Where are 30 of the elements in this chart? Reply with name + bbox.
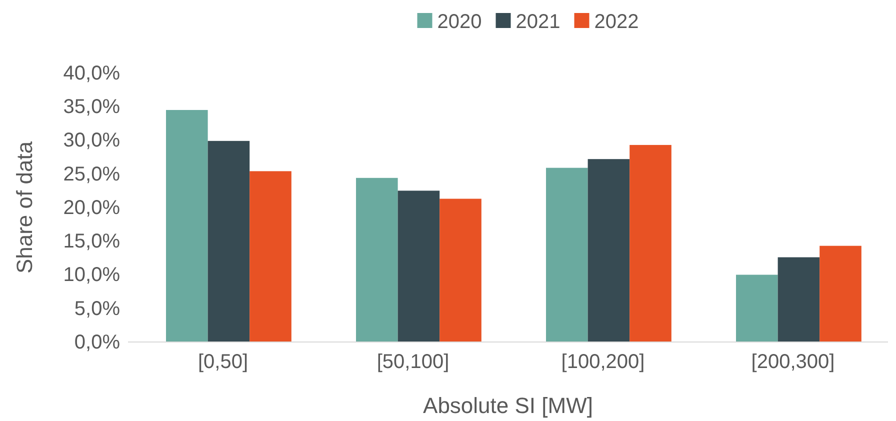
- legend-label: 2020: [437, 11, 482, 33]
- legend-label: 2021: [516, 11, 560, 33]
- y-tick-label: 30,0%: [63, 130, 120, 152]
- bar: [588, 159, 630, 342]
- y-tick-label: 35,0%: [63, 96, 120, 118]
- y-tick-label: 25,0%: [63, 163, 120, 186]
- y-tick-label: 40,0%: [63, 62, 120, 84]
- y-tick-label: 0,0%: [74, 331, 120, 354]
- bar: [356, 178, 398, 342]
- y-tick-label: 5,0%: [74, 298, 120, 320]
- legend-label: 2022: [594, 11, 639, 33]
- bar: [736, 274, 778, 342]
- bar: [440, 198, 482, 342]
- y-tick-label: 10,0%: [63, 264, 120, 286]
- bar: [546, 168, 588, 342]
- bar: [398, 190, 440, 342]
- y-tick-label: 20,0%: [63, 196, 120, 219]
- bar: [250, 171, 292, 342]
- bar: [208, 140, 250, 342]
- y-axis-title: Share of data: [12, 140, 37, 274]
- x-tick-label: [0,50]: [198, 351, 248, 374]
- bar: [630, 144, 672, 342]
- bar: [778, 257, 820, 342]
- x-axis-title: Absolute SI [MW]: [423, 393, 593, 418]
- x-tick-label: [100,200]: [561, 351, 645, 374]
- bar: [166, 110, 208, 342]
- x-tick-label: [200,300]: [751, 351, 835, 374]
- y-tick-label: 15,0%: [63, 230, 120, 253]
- bar: [820, 246, 862, 342]
- x-tick-label: [50,100]: [376, 351, 450, 374]
